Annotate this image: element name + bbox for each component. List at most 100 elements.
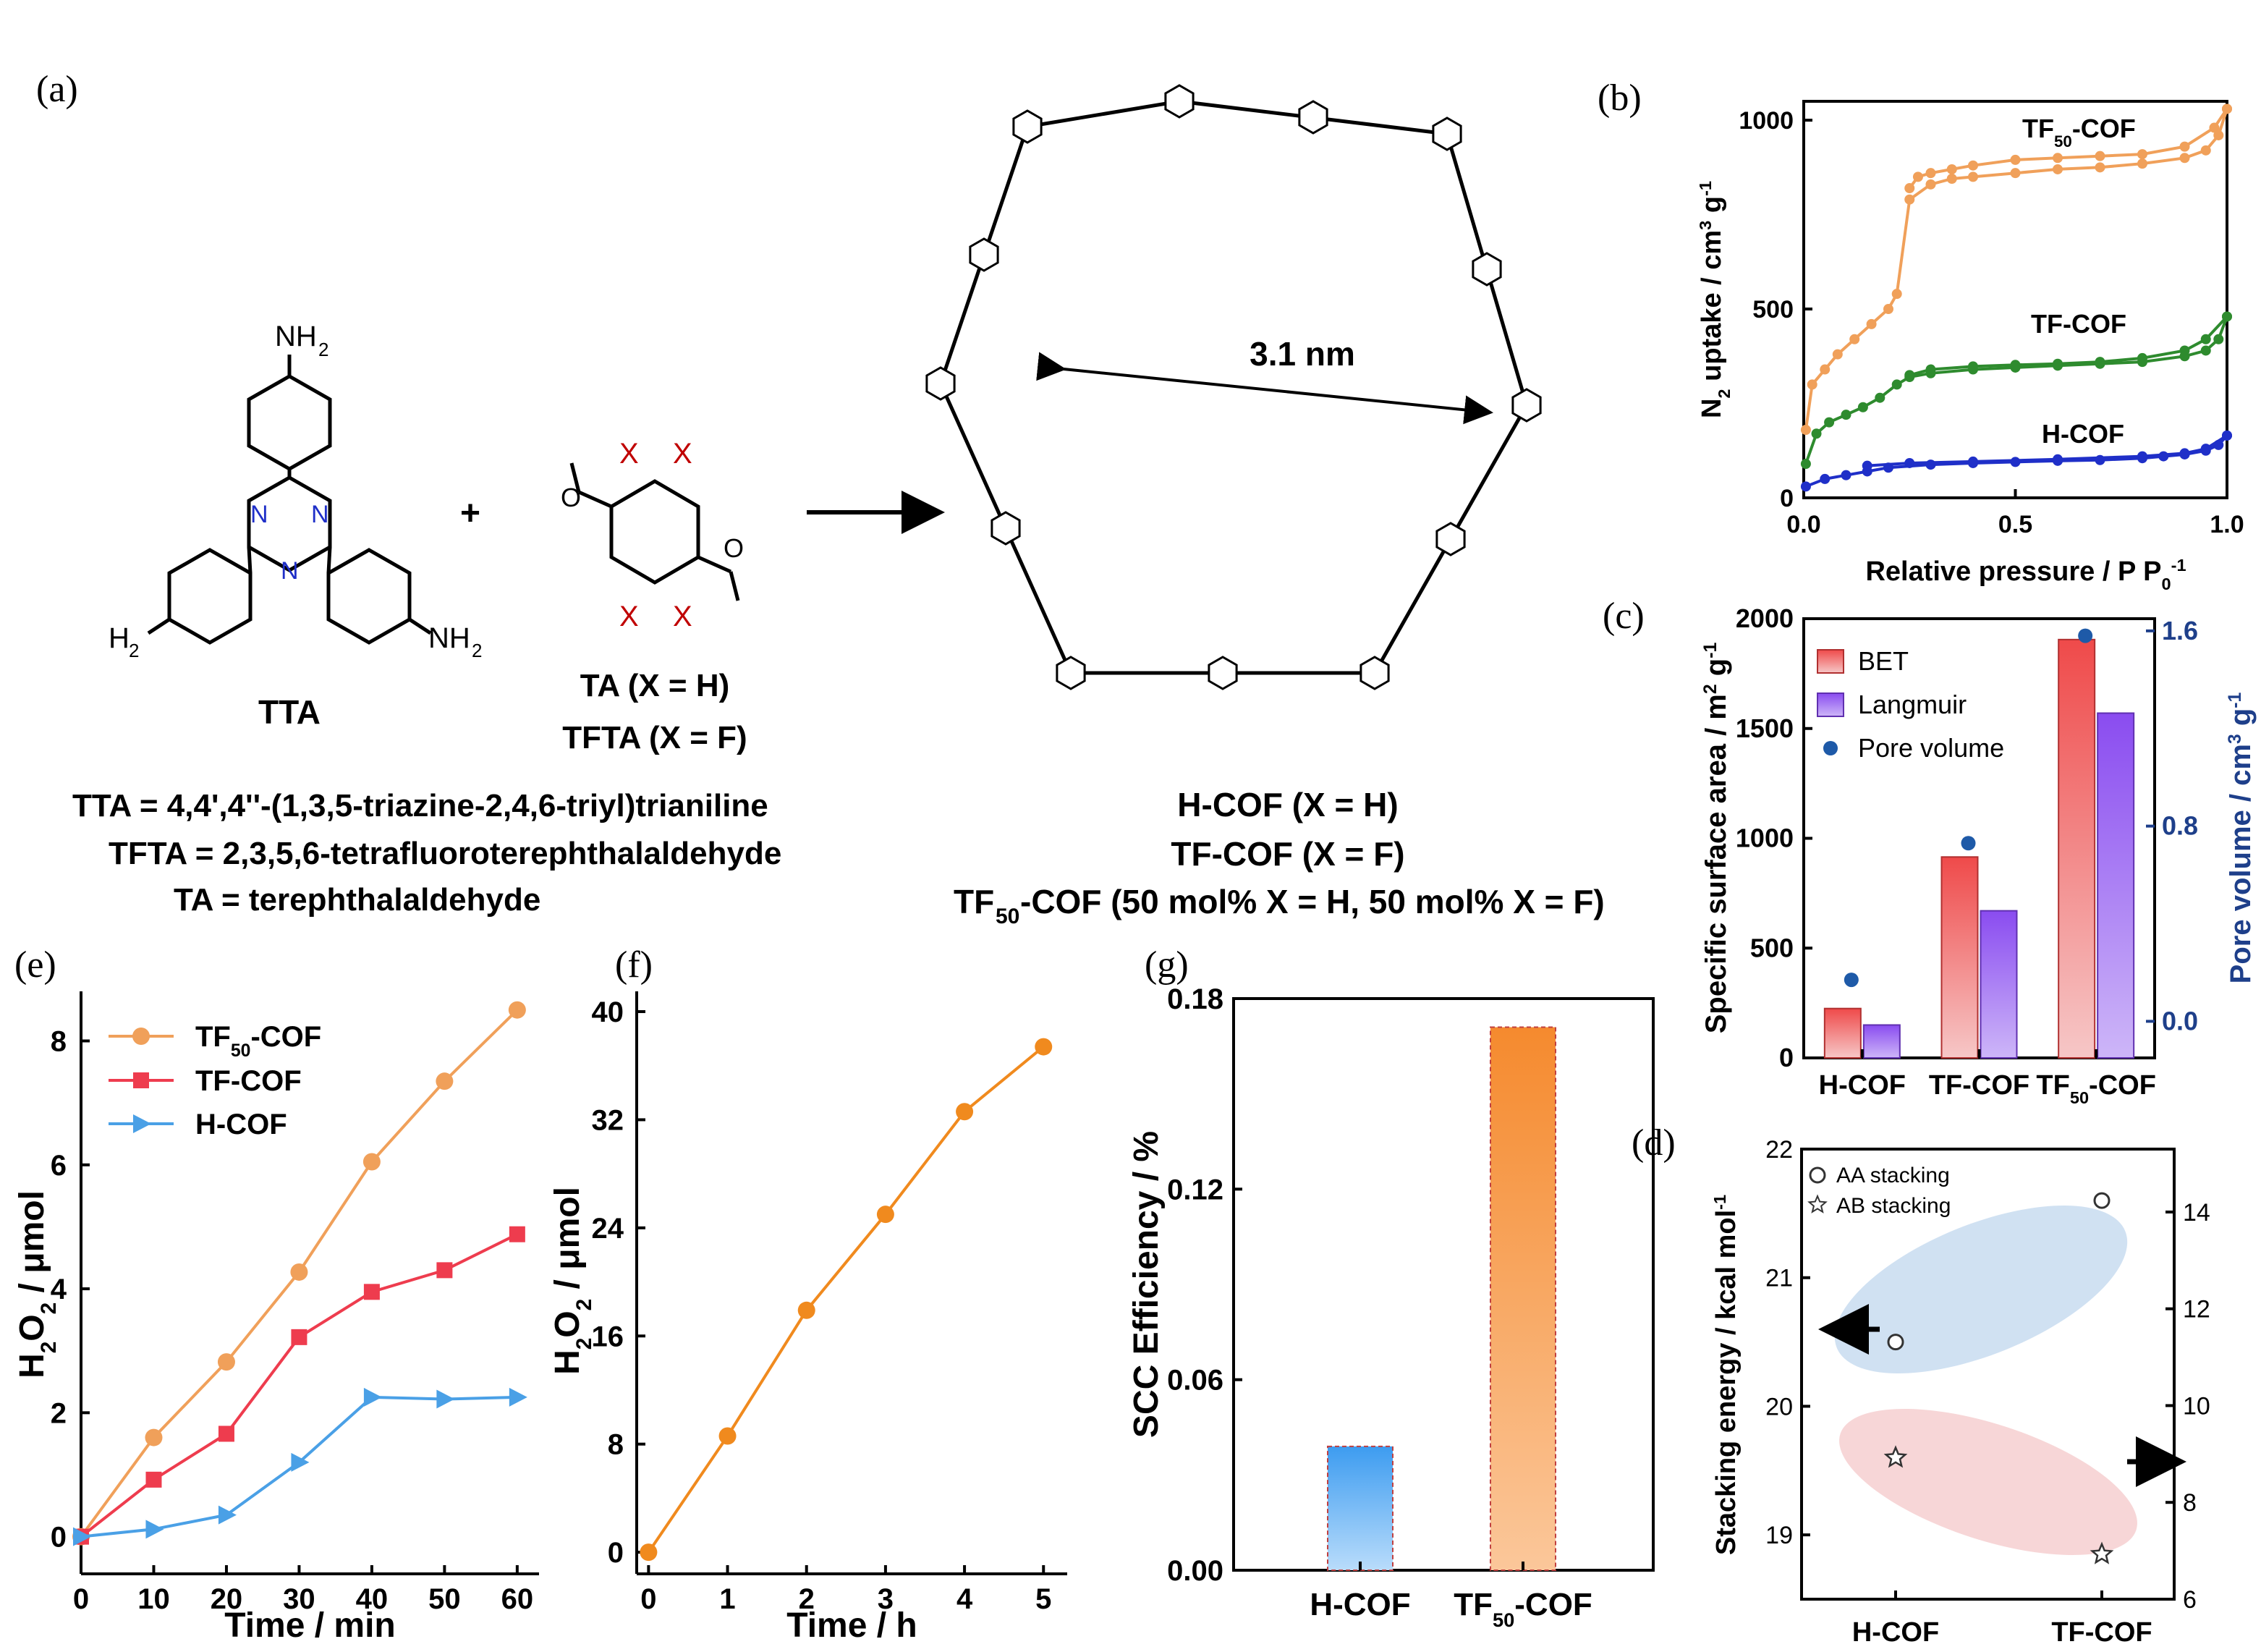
def-tta: TTA = 4,4',4''-(1,3,5-triazine-2,4,6-tri…	[72, 788, 768, 823]
series-line-TF-COF-adsorption	[1804, 315, 2228, 465]
data-point	[1925, 364, 1936, 375]
y-tick-label: 16	[592, 1321, 624, 1352]
plus-sign: +	[460, 494, 480, 533]
data-point	[2222, 430, 2232, 441]
panel-d-frame	[1800, 1148, 2176, 1601]
bar-H-COF	[1327, 1445, 1393, 1572]
data-point	[2209, 122, 2220, 133]
y-axis-label: H2O2 / μmol	[13, 1190, 61, 1378]
x-tick-label: 50	[428, 1583, 461, 1615]
tta-nh2-right: NH	[428, 622, 470, 654]
panel-label-b: (b)	[1598, 77, 1642, 119]
y2-tick-label: 0.8	[2162, 811, 2198, 841]
bar-bet	[1940, 856, 1979, 1059]
data-point	[509, 1387, 527, 1407]
data-point	[1807, 379, 1817, 390]
panel-e-plot: 0 10 20 30 40 50 60 0 2 4 6 8 Time / min H2O2 / μmol T…	[13, 991, 539, 1645]
data-point	[2053, 358, 2063, 369]
bar-bet	[2058, 638, 2096, 1059]
data-point	[145, 1471, 162, 1488]
data-point	[2053, 164, 2063, 174]
cof-tf50-label-post: -COF (50 mol% X = H, 50 mol% X = F)	[1020, 883, 1605, 920]
cof-ring-3	[1472, 252, 1502, 287]
panel-c: (c) 0 500 1000 1500 2000 0.0 0.8 1.6 Specific su…	[1603, 596, 2257, 1107]
x-tick-label: H-COF	[1852, 1617, 1939, 1648]
data-point	[2053, 153, 2063, 164]
data-point	[797, 1301, 815, 1319]
y-tick-label: 500	[1752, 296, 1794, 323]
data-point	[73, 1527, 91, 1546]
pore-volume-point	[1844, 973, 1859, 988]
y-tick-label: 1500	[1736, 713, 1794, 743]
y-tick-label: 20	[1765, 1393, 1793, 1420]
cof-ring-5	[1435, 522, 1466, 556]
data-point	[1883, 304, 1893, 315]
x-tick-label: 3	[878, 1583, 894, 1615]
y2-tick-label: 8	[2183, 1489, 2197, 1517]
data-point	[956, 1103, 974, 1121]
x-tick-label: 20	[211, 1583, 243, 1615]
cof-ring-1	[1298, 100, 1328, 135]
tta-h2n-left-sub: 2	[129, 640, 139, 661]
x-tick-label: 4	[956, 1583, 973, 1615]
tta-nh2-right-sub: 2	[472, 640, 482, 661]
data-point	[1968, 160, 1978, 171]
data-point	[2200, 145, 2211, 156]
y2-tick-label: 10	[2183, 1392, 2210, 1420]
legend-label-tf-cof: TF-COF	[195, 1065, 302, 1097]
y-tick-label: 0.00	[1167, 1555, 1223, 1587]
data-point	[509, 1226, 525, 1242]
data-point	[1824, 417, 1835, 428]
data-point	[291, 1452, 310, 1472]
legend-label-pore-volume: Pore volume	[1858, 733, 2004, 763]
x-tick-label: 0.0	[1786, 511, 1820, 538]
data-point	[1946, 173, 1957, 184]
y-tick-label: 0.06	[1167, 1365, 1223, 1397]
data-point	[1912, 171, 1923, 182]
data-point	[1875, 392, 1885, 403]
y-axis-label: N2 uptake / cm3 g-1	[1696, 181, 1734, 418]
y-tick-label: 2	[51, 1397, 67, 1429]
data-point	[363, 1284, 380, 1300]
cof-h-label: H-COF (X = H)	[1177, 786, 1398, 823]
cof-ring-2	[1432, 117, 1462, 151]
data-point	[1820, 364, 1831, 375]
y-axis-label: Specific surface area / m2 g-1	[1700, 643, 1732, 1034]
data-point	[2095, 357, 2105, 368]
y-tick-label: 0.12	[1167, 1174, 1223, 1206]
y-axis-label: SCC Efficiency / %	[1127, 1131, 1166, 1438]
legend-swatch-ab	[1807, 1194, 1828, 1213]
panel-f-plot: 0 1 2 3 4 5 0 8 16 24 32 40 Time / h H2O2 / μmol	[548, 991, 1067, 1645]
tta-top-ring	[247, 374, 332, 471]
data-point	[218, 1426, 234, 1442]
x-tick-label: 40	[356, 1583, 389, 1615]
data-point	[2137, 149, 2147, 160]
data-point	[640, 1543, 658, 1562]
panel-d-plot: 19 20 21 22 6 8 10 12 14 H-COF TF-COF Stacking ener…	[1710, 1136, 2210, 1648]
data-point	[1800, 481, 1811, 492]
data-point	[718, 1427, 737, 1445]
ta-o-right: O	[724, 533, 744, 563]
legend-swatch-langmuir	[1817, 692, 1844, 717]
cof-ring-12	[1012, 109, 1043, 144]
x-tick-label: 0.5	[1998, 511, 2032, 538]
y-tick-label: 1000	[1736, 823, 1794, 853]
data-point	[1904, 457, 1915, 468]
ab-stacking-ellipse	[1839, 1408, 2137, 1556]
ta-x-4: X	[673, 601, 692, 632]
y2-tick-label: 6	[2183, 1586, 2197, 1614]
data-point	[2200, 345, 2211, 356]
data-point	[2010, 168, 2021, 179]
y-tick-label: 6	[51, 1150, 67, 1182]
x-tick-label: 2	[799, 1583, 815, 1615]
data-point	[218, 1505, 237, 1525]
y-tick-label: 32	[592, 1104, 624, 1136]
bar-TF50-COF	[1490, 1026, 1556, 1571]
y-tick-label: 0	[608, 1537, 624, 1569]
legend-label-tf50-cof: TF50-COF	[195, 1021, 321, 1061]
legend-label-langmuir: Langmuir	[1858, 690, 1967, 719]
cof-tf-label: TF-COF (X = F)	[1171, 835, 1404, 873]
pore-volume-point	[2078, 628, 2093, 643]
data-point	[1862, 460, 1872, 471]
tta-h2n-left: H	[109, 622, 130, 654]
